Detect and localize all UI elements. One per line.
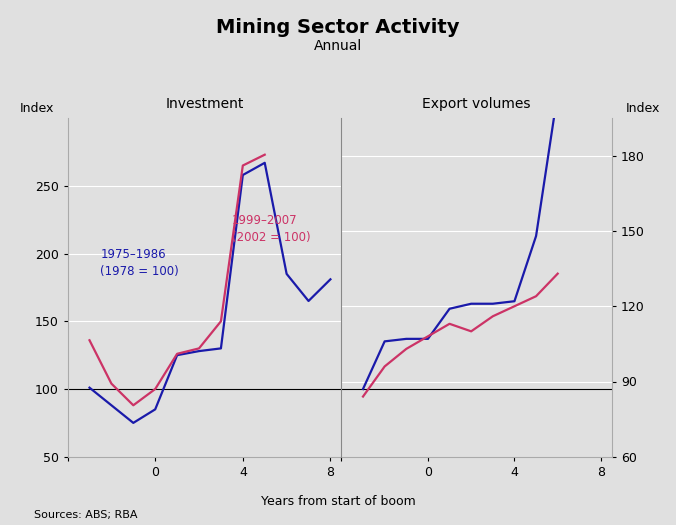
Text: Export volumes: Export volumes (422, 97, 531, 111)
Text: Years from start of boom: Years from start of boom (261, 495, 415, 508)
Text: Index: Index (20, 102, 54, 116)
Text: 1975–1986
(1978 = 100): 1975–1986 (1978 = 100) (101, 248, 179, 278)
Text: Index: Index (625, 102, 660, 116)
Text: Mining Sector Activity: Mining Sector Activity (216, 18, 460, 37)
Text: 1999–2007
(2002 = 100): 1999–2007 (2002 = 100) (232, 214, 310, 244)
Text: Investment: Investment (166, 97, 243, 111)
Text: Sources: ABS; RBA: Sources: ABS; RBA (34, 510, 137, 520)
Text: Annual: Annual (314, 39, 362, 54)
